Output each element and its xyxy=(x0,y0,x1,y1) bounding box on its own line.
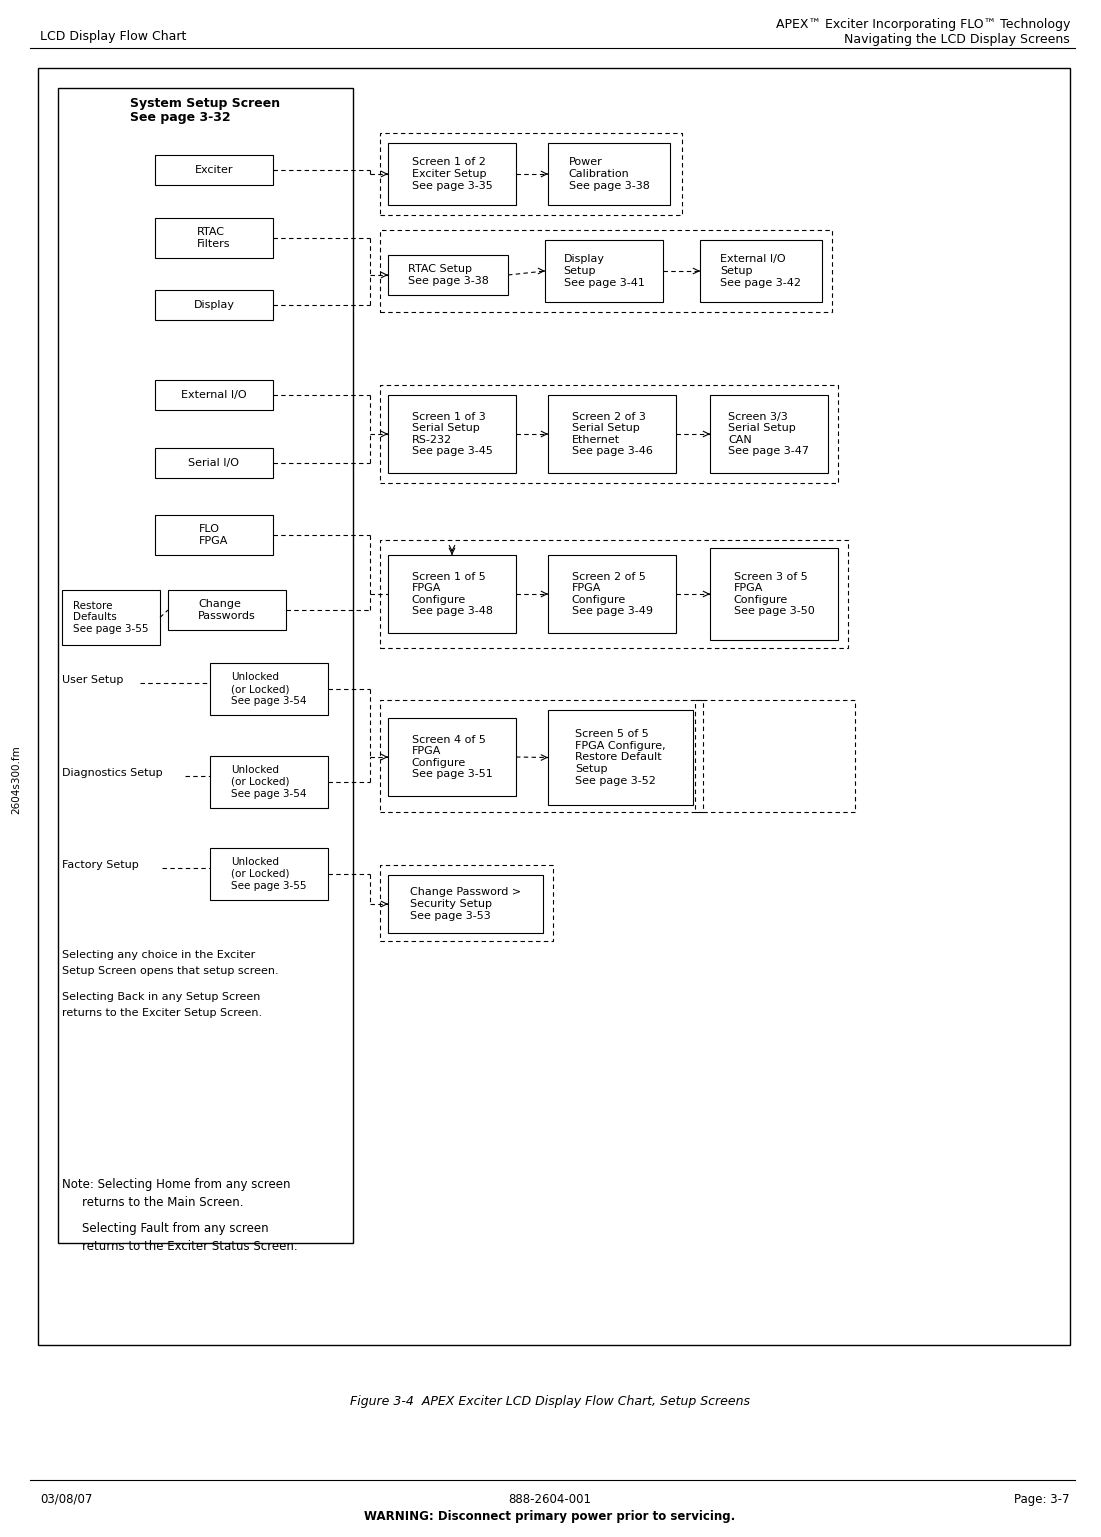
Text: Page: 3-7: Page: 3-7 xyxy=(1014,1492,1070,1506)
Bar xyxy=(380,134,682,215)
Text: Note: Selecting Home from any screen: Note: Selecting Home from any screen xyxy=(62,1177,291,1191)
Bar xyxy=(155,290,273,320)
Text: Screen 3/3
Serial Setup
CAN
See page 3-47: Screen 3/3 Serial Setup CAN See page 3-4… xyxy=(729,412,809,456)
Bar xyxy=(700,240,822,301)
Bar xyxy=(210,662,328,715)
Bar xyxy=(58,88,353,1243)
Text: returns to the Exciter Status Screen.: returns to the Exciter Status Screen. xyxy=(81,1240,297,1253)
Bar xyxy=(388,395,516,473)
Bar xyxy=(155,447,273,478)
Bar xyxy=(695,699,855,812)
Text: Screen 2 of 3
Serial Setup
Ethernet
See page 3-46: Screen 2 of 3 Serial Setup Ethernet See … xyxy=(571,412,653,456)
Text: External I/O
Setup
See page 3-42: External I/O Setup See page 3-42 xyxy=(720,255,802,287)
Bar xyxy=(545,240,663,301)
Bar xyxy=(380,865,553,941)
Text: Serial I/O: Serial I/O xyxy=(188,458,240,467)
Bar xyxy=(155,515,273,555)
Bar xyxy=(548,395,676,473)
Bar xyxy=(155,155,273,184)
Text: Selecting any choice in the Exciter: Selecting any choice in the Exciter xyxy=(62,950,255,961)
Text: Figure 3-4  APEX Exciter LCD Display Flow Chart, Setup Screens: Figure 3-4 APEX Exciter LCD Display Flow… xyxy=(350,1396,750,1408)
Text: Selecting Back in any Setup Screen: Selecting Back in any Setup Screen xyxy=(62,991,260,1002)
Text: FLO
FPGA: FLO FPGA xyxy=(199,524,229,546)
Text: User Setup: User Setup xyxy=(62,675,123,686)
Bar xyxy=(380,699,704,812)
Bar xyxy=(388,555,516,633)
Bar xyxy=(388,143,516,204)
Bar xyxy=(155,380,273,410)
Text: Selecting Fault from any screen: Selecting Fault from any screen xyxy=(81,1222,269,1236)
Bar xyxy=(210,848,328,901)
Text: Change
Passwords: Change Passwords xyxy=(198,599,255,621)
Text: Restore
Defaults
See page 3-55: Restore Defaults See page 3-55 xyxy=(74,601,149,635)
Text: Exciter: Exciter xyxy=(195,164,233,175)
Text: returns to the Exciter Setup Screen.: returns to the Exciter Setup Screen. xyxy=(62,1008,262,1017)
Text: System Setup Screen
See page 3-32: System Setup Screen See page 3-32 xyxy=(130,97,281,124)
Text: Screen 3 of 5
FPGA
Configure
See page 3-50: Screen 3 of 5 FPGA Configure See page 3-… xyxy=(733,572,815,616)
Bar xyxy=(168,590,286,630)
Text: Setup Screen opens that setup screen.: Setup Screen opens that setup screen. xyxy=(62,965,279,976)
Bar xyxy=(710,549,838,639)
Text: Diagnostics Setup: Diagnostics Setup xyxy=(62,768,163,778)
Text: Display
Setup
See page 3-41: Display Setup See page 3-41 xyxy=(564,255,644,287)
Text: Screen 4 of 5
FPGA
Configure
See page 3-51: Screen 4 of 5 FPGA Configure See page 3-… xyxy=(412,735,492,779)
Bar xyxy=(548,143,671,204)
Bar xyxy=(548,710,693,805)
Text: Unlocked
(or Locked)
See page 3-54: Unlocked (or Locked) See page 3-54 xyxy=(231,672,307,705)
Text: Screen 1 of 3
Serial Setup
RS-232
See page 3-45: Screen 1 of 3 Serial Setup RS-232 See pa… xyxy=(412,412,492,456)
Bar xyxy=(388,875,543,933)
Bar xyxy=(380,231,832,312)
Text: WARNING: Disconnect primary power prior to servicing.: WARNING: Disconnect primary power prior … xyxy=(364,1509,735,1523)
Bar xyxy=(210,756,328,808)
Text: External I/O: External I/O xyxy=(182,390,247,400)
Text: Unlocked
(or Locked)
See page 3-54: Unlocked (or Locked) See page 3-54 xyxy=(231,765,307,799)
Text: Screen 1 of 5
FPGA
Configure
See page 3-48: Screen 1 of 5 FPGA Configure See page 3-… xyxy=(412,572,492,616)
Text: Unlocked
(or Locked)
See page 3-55: Unlocked (or Locked) See page 3-55 xyxy=(231,858,307,890)
Text: LCD Display Flow Chart: LCD Display Flow Chart xyxy=(40,31,186,43)
Text: Display: Display xyxy=(194,300,235,310)
Text: Screen 1 of 2
Exciter Setup
See page 3-35: Screen 1 of 2 Exciter Setup See page 3-3… xyxy=(412,157,492,191)
Bar xyxy=(548,555,676,633)
Text: Power
Calibration
See page 3-38: Power Calibration See page 3-38 xyxy=(568,157,650,191)
Text: Screen 5 of 5
FPGA Configure,
Restore Default
Setup
See page 3-52: Screen 5 of 5 FPGA Configure, Restore De… xyxy=(575,729,666,785)
Text: 2604s300.fm: 2604s300.fm xyxy=(11,745,21,815)
Text: RTAC
Filters: RTAC Filters xyxy=(197,227,231,249)
Text: 888-2604-001: 888-2604-001 xyxy=(509,1492,591,1506)
Bar xyxy=(380,539,848,649)
Text: Screen 2 of 5
FPGA
Configure
See page 3-49: Screen 2 of 5 FPGA Configure See page 3-… xyxy=(571,572,653,616)
Bar xyxy=(155,218,273,258)
Bar xyxy=(710,395,828,473)
Text: RTAC Setup
See page 3-38: RTAC Setup See page 3-38 xyxy=(407,264,489,286)
Text: 03/08/07: 03/08/07 xyxy=(40,1492,92,1506)
Text: Factory Setup: Factory Setup xyxy=(62,861,139,870)
Text: Change Password >
Security Setup
See page 3-53: Change Password > Security Setup See pag… xyxy=(410,887,521,921)
Bar xyxy=(388,718,516,796)
Bar xyxy=(388,255,508,295)
Bar xyxy=(62,590,160,646)
Bar xyxy=(380,384,838,483)
Text: APEX™ Exciter Incorporating FLO™ Technology: APEX™ Exciter Incorporating FLO™ Technol… xyxy=(775,18,1070,31)
Text: returns to the Main Screen.: returns to the Main Screen. xyxy=(81,1196,243,1210)
Bar xyxy=(39,68,1070,1345)
Text: Navigating the LCD Display Screens: Navigating the LCD Display Screens xyxy=(844,32,1070,46)
